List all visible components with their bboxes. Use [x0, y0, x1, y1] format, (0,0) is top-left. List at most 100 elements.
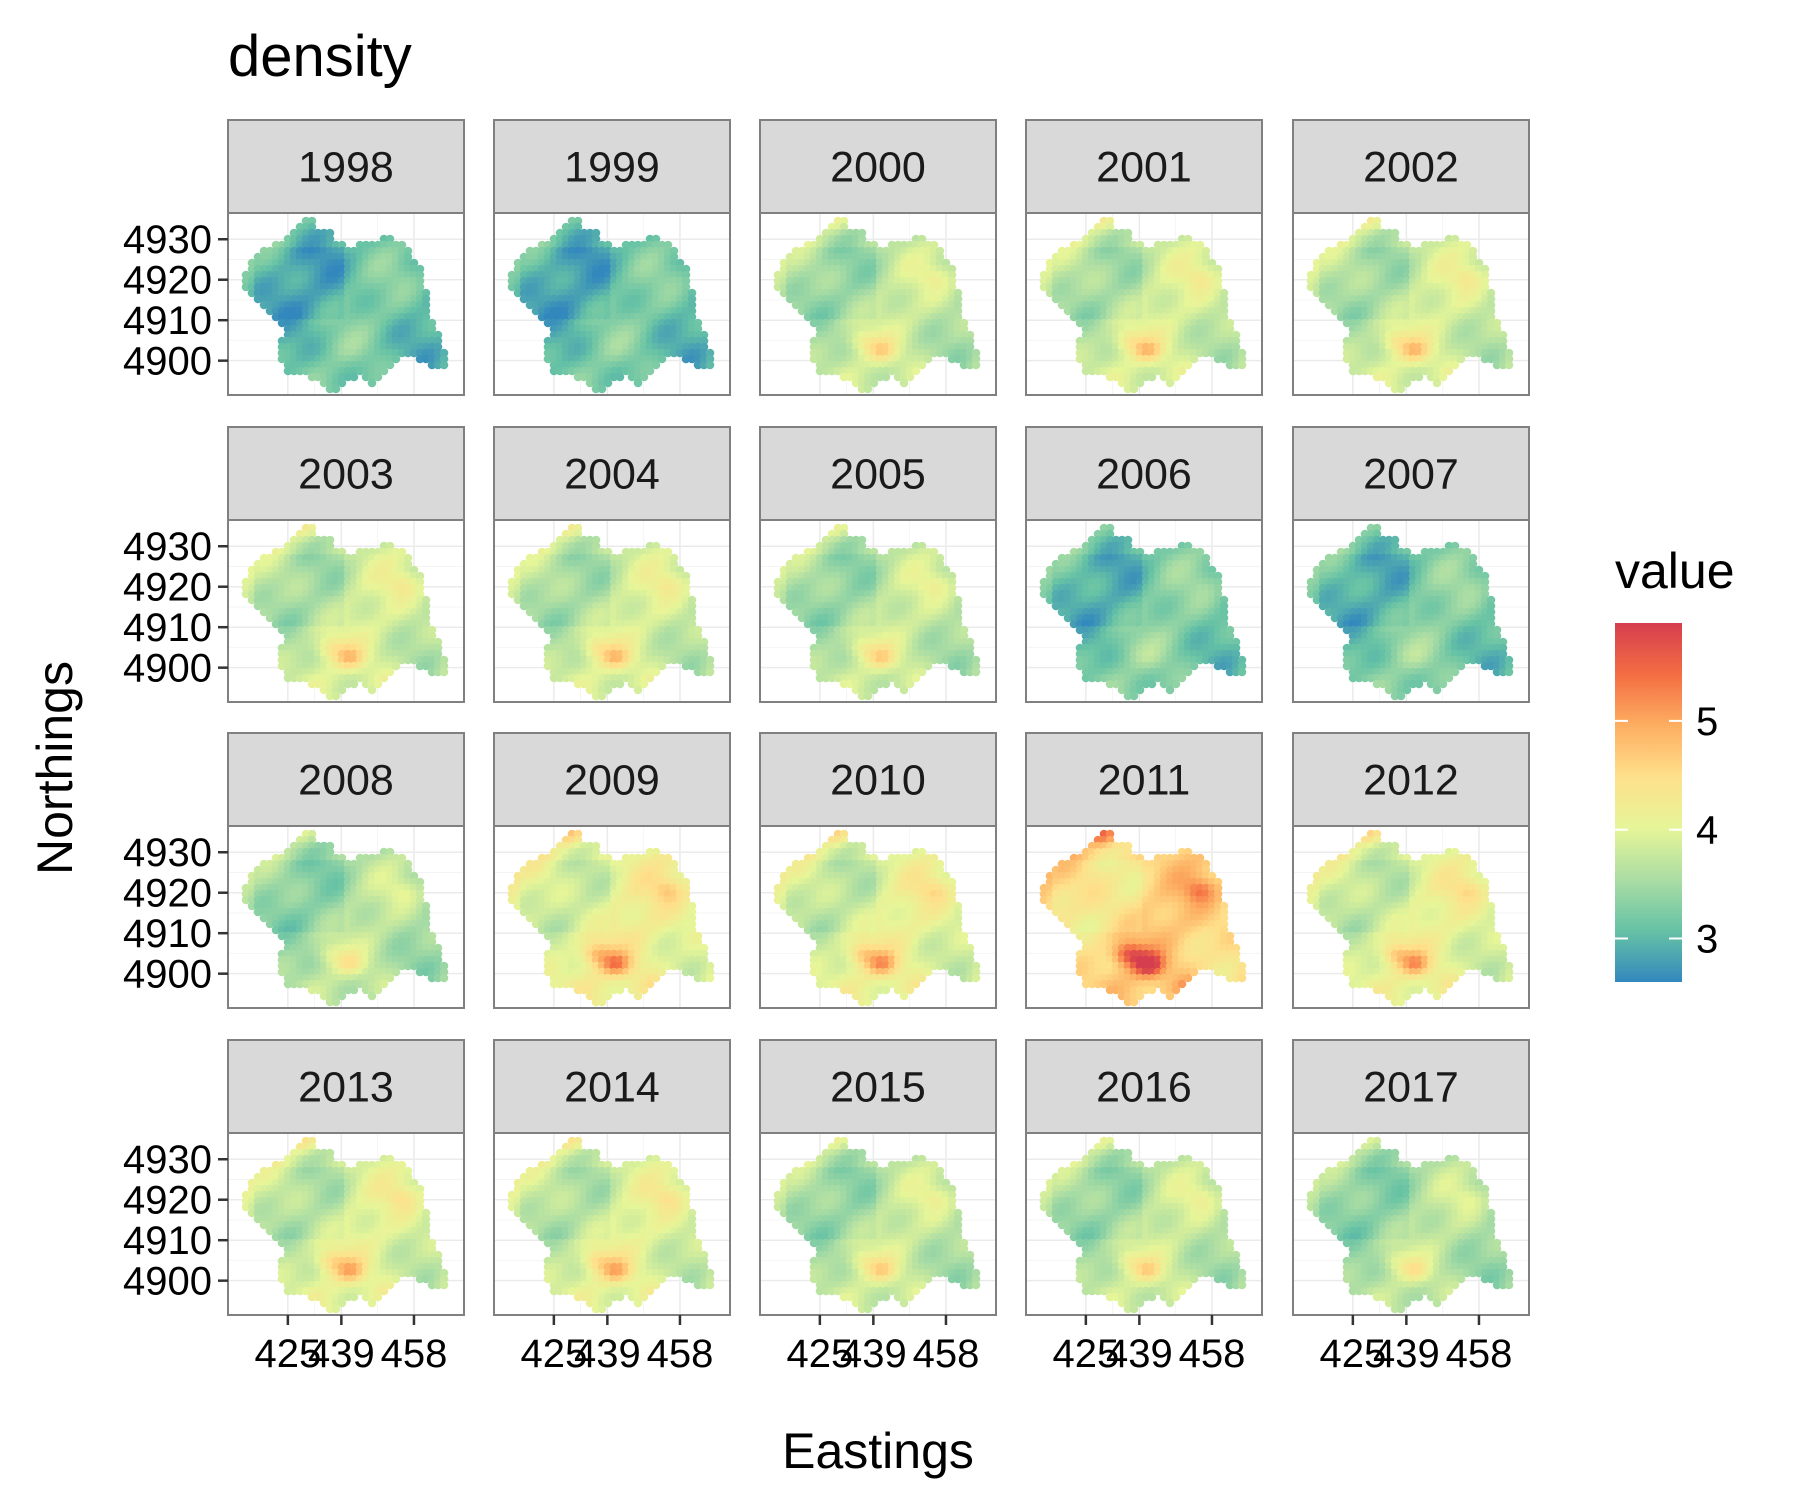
map-point: [543, 258, 553, 268]
map-point: [271, 306, 281, 316]
map-point: [579, 234, 589, 244]
map-point: [271, 288, 281, 298]
map-point: [409, 276, 419, 286]
map-point: [289, 354, 299, 364]
map-point: [325, 252, 335, 262]
map-point: [379, 270, 389, 280]
map-point: [325, 234, 335, 244]
map-point: [881, 372, 891, 382]
map-point: [307, 270, 317, 280]
map-point: [319, 330, 329, 340]
map-point: [247, 270, 257, 280]
map-point: [379, 324, 389, 334]
map-point: [561, 252, 571, 262]
map-point: [331, 246, 341, 256]
map-point: [289, 330, 299, 340]
map-point: [343, 270, 353, 280]
map-point: [409, 300, 419, 310]
map-point: [385, 318, 395, 328]
map-point: [555, 234, 565, 244]
map-point: [289, 312, 299, 322]
map-point: [373, 306, 383, 316]
map-point: [367, 354, 377, 364]
map-point: [621, 246, 631, 256]
map-point: [537, 258, 547, 268]
map-point: [361, 240, 371, 250]
map-point: [253, 258, 263, 268]
map-point: [385, 246, 395, 256]
facet-strip-label: 2003: [298, 451, 394, 499]
map-point: [705, 360, 715, 370]
map-point: [531, 258, 541, 268]
map-point: [355, 300, 365, 310]
map-point: [289, 228, 299, 238]
map-point: [361, 306, 371, 316]
map-point: [247, 288, 257, 298]
map-point: [325, 384, 335, 394]
map-point: [567, 258, 577, 268]
map-point: [307, 216, 317, 226]
map-point: [295, 324, 305, 334]
map-point: [319, 264, 329, 274]
map-point: [337, 366, 347, 376]
map-point: [331, 336, 341, 346]
map-point: [409, 264, 419, 274]
map-point: [307, 228, 317, 238]
map-point: [265, 252, 275, 262]
map-point: [531, 246, 541, 256]
map-point: [307, 312, 317, 322]
map-point: [355, 342, 365, 352]
y-tick-label: 4920: [123, 566, 212, 610]
map-point: [295, 300, 305, 310]
map-point: [367, 378, 377, 388]
map-point: [391, 276, 401, 286]
map-point: [301, 342, 311, 352]
map-point: [295, 258, 305, 268]
map-point: [651, 240, 661, 250]
map-point: [337, 378, 347, 388]
map-point: [331, 306, 341, 316]
map-point: [421, 288, 431, 298]
map-point: [385, 282, 395, 292]
map-point: [519, 252, 529, 262]
map-point: [567, 252, 577, 262]
map-point: [283, 264, 293, 274]
map-point: [379, 300, 389, 310]
map-point: [379, 354, 389, 364]
map-point: [349, 366, 359, 376]
map-point: [367, 288, 377, 298]
map-point: [343, 312, 353, 322]
map-point: [379, 348, 389, 358]
map-point: [633, 685, 643, 695]
map-point: [313, 354, 323, 364]
map-point: [319, 360, 329, 370]
map-point: [415, 276, 425, 286]
map-point: [277, 318, 287, 328]
map-point: [603, 246, 613, 256]
map-point: [391, 348, 401, 358]
map-point: [373, 366, 383, 376]
map-point: [361, 282, 371, 292]
map-point: [307, 276, 317, 286]
map-point: [513, 258, 523, 268]
map-point: [253, 288, 263, 298]
map-point: [307, 258, 317, 268]
map-point: [391, 258, 401, 268]
map-point: [361, 270, 371, 280]
map-point: [331, 288, 341, 298]
map-point: [531, 252, 541, 262]
map-point: [609, 246, 619, 256]
map-point: [421, 348, 431, 358]
map-point: [295, 330, 305, 340]
map-point: [349, 330, 359, 340]
map-point: [313, 234, 323, 244]
map-point: [585, 240, 595, 250]
map-point: [301, 270, 311, 280]
map-point: [301, 300, 311, 310]
map-point: [415, 282, 425, 292]
map-point: [409, 318, 419, 328]
map-point: [289, 366, 299, 376]
map-point: [301, 294, 311, 304]
map-point: [615, 246, 625, 256]
